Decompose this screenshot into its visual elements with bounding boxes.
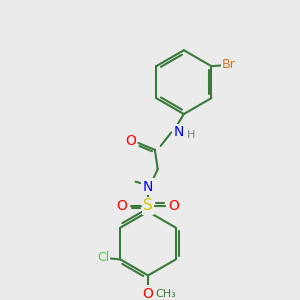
- Text: N: N: [143, 179, 153, 194]
- Text: Cl: Cl: [97, 251, 109, 264]
- Text: O: O: [116, 199, 128, 213]
- Text: N: N: [174, 125, 184, 140]
- Text: O: O: [169, 199, 180, 213]
- Text: CH₃: CH₃: [155, 289, 176, 299]
- Text: O: O: [142, 287, 154, 300]
- Text: H: H: [186, 130, 195, 140]
- Text: Br: Br: [222, 58, 236, 71]
- Text: O: O: [125, 134, 136, 148]
- Text: S: S: [143, 198, 153, 213]
